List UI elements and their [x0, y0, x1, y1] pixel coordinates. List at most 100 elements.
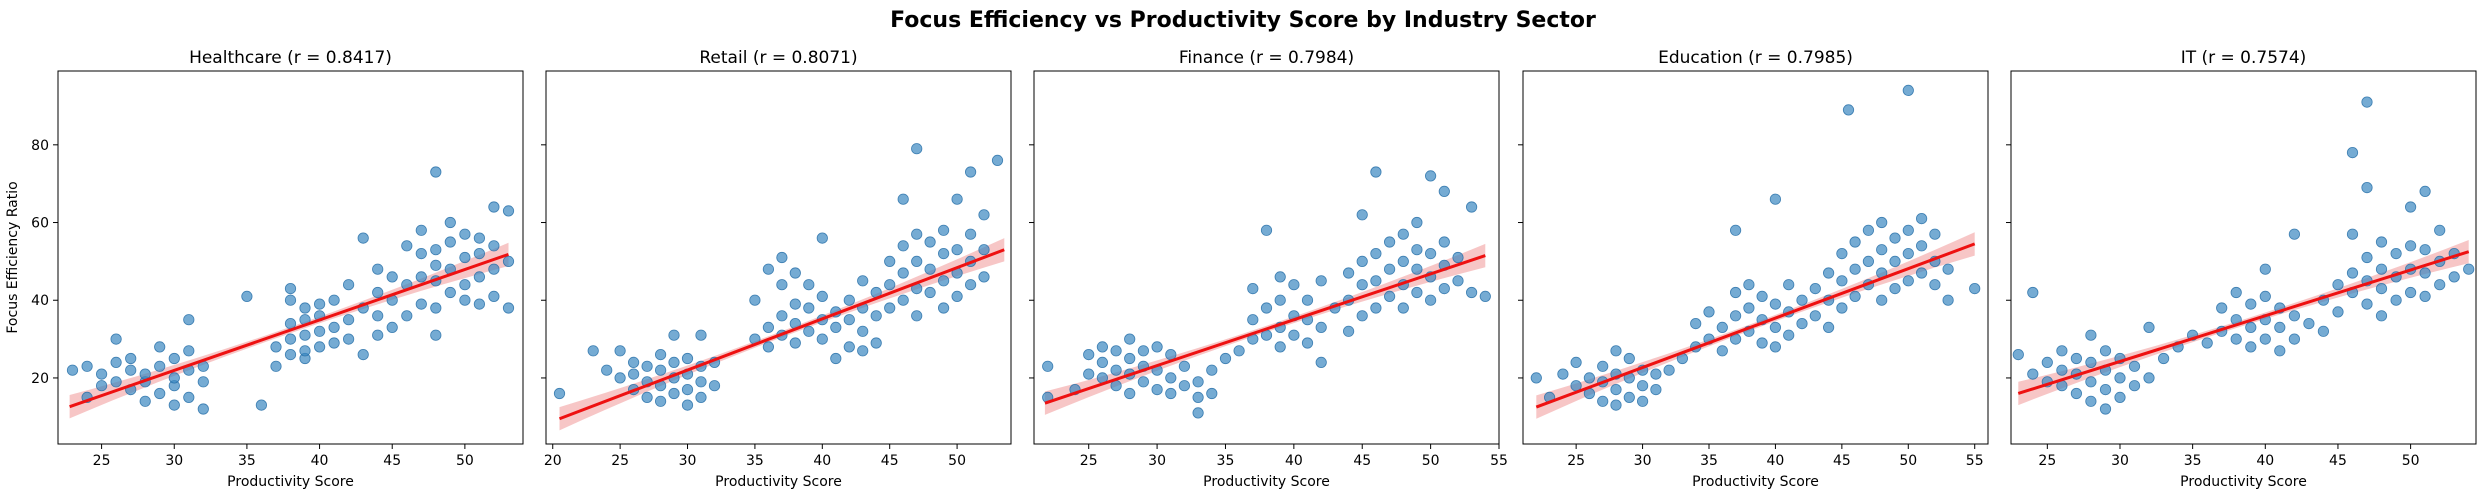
data-point — [641, 360, 653, 372]
data-point — [459, 279, 471, 291]
data-point — [951, 193, 963, 205]
scatter-points — [1530, 84, 1981, 411]
data-point — [1916, 240, 1928, 252]
data-point — [1260, 302, 1273, 314]
data-point — [1301, 294, 1314, 306]
data-point — [1796, 294, 1808, 306]
data-point — [1889, 255, 1901, 267]
data-point — [964, 279, 977, 291]
data-point — [2041, 356, 2053, 368]
x-tick-label: 25 — [611, 453, 629, 469]
data-point — [430, 244, 442, 256]
data-point — [1823, 267, 1835, 279]
data-point — [789, 298, 801, 310]
data-point — [1942, 294, 1954, 306]
data-point — [1165, 387, 1177, 400]
data-point — [1466, 201, 1478, 213]
data-point — [125, 364, 137, 376]
data-point — [2346, 147, 2359, 159]
x-axis-label: Productivity Score — [715, 474, 842, 490]
data-point — [284, 333, 297, 345]
data-point — [1452, 275, 1464, 287]
data-point — [897, 294, 909, 306]
data-point — [502, 302, 515, 314]
data-point — [1836, 275, 1848, 287]
data-point — [951, 244, 963, 256]
data-point — [1343, 325, 1355, 337]
x-tick-label: 45 — [383, 453, 401, 469]
x-tick-label: 20 — [544, 453, 562, 469]
x-tick-label: 45 — [881, 453, 899, 469]
data-point — [444, 286, 456, 299]
data-point — [2419, 290, 2431, 302]
data-point — [1849, 236, 1861, 248]
data-point — [415, 298, 427, 310]
data-point — [1343, 267, 1355, 279]
data-point — [964, 228, 977, 240]
data-point — [430, 302, 442, 314]
data-point — [1730, 310, 1742, 322]
plot-frame — [1522, 70, 1989, 445]
x-tick-label: 25 — [2038, 453, 2056, 469]
data-point — [183, 391, 195, 403]
data-point — [197, 376, 209, 388]
data-point — [2143, 372, 2155, 384]
data-point — [2375, 263, 2388, 275]
data-point — [96, 380, 108, 392]
data-point — [342, 279, 355, 291]
data-point — [1233, 345, 1245, 357]
data-point — [2288, 333, 2300, 345]
data-point — [911, 143, 923, 155]
data-point — [1274, 294, 1286, 306]
data-point — [897, 240, 909, 252]
data-point — [1411, 216, 1423, 229]
data-point — [473, 298, 485, 310]
data-point — [762, 341, 775, 353]
x-axis-label: Productivity Score — [227, 474, 354, 490]
x-tick-label: 30 — [1148, 453, 1166, 469]
data-point — [1137, 345, 1150, 357]
data-point — [2128, 380, 2141, 392]
data-point — [1823, 321, 1835, 333]
data-point — [1610, 399, 1622, 411]
data-point — [168, 352, 180, 365]
data-point — [1809, 310, 1821, 322]
x-axis-label: Productivity Score — [1692, 474, 1819, 490]
data-point — [1743, 302, 1755, 314]
data-point — [749, 294, 761, 306]
data-point — [1192, 376, 1204, 388]
data-point — [668, 387, 680, 400]
data-point — [911, 310, 923, 322]
data-point — [1274, 341, 1286, 353]
data-point — [614, 372, 626, 384]
data-point — [357, 232, 369, 244]
data-point — [1902, 84, 1914, 97]
regression-line — [558, 248, 1005, 421]
data-point — [1438, 282, 1450, 295]
data-point — [1165, 372, 1177, 384]
data-point — [2027, 286, 2039, 299]
data-point — [2332, 306, 2344, 318]
data-point — [1756, 290, 1768, 302]
data-point — [803, 279, 815, 291]
data-point — [1969, 282, 1981, 295]
data-point — [1716, 321, 1728, 333]
data-point — [386, 321, 398, 333]
data-point — [2390, 294, 2402, 306]
scatter-points — [1042, 166, 1491, 419]
data-point — [951, 290, 963, 302]
data-point — [357, 348, 369, 361]
data-point — [2245, 341, 2257, 353]
data-point — [2056, 364, 2068, 376]
data-point — [270, 341, 282, 353]
data-point — [830, 321, 842, 333]
data-point — [2419, 185, 2431, 197]
data-point — [1570, 356, 1582, 368]
data-point — [1902, 275, 1914, 287]
data-point — [2070, 352, 2082, 365]
x-tick-label: 25 — [1080, 453, 1098, 469]
data-point — [241, 290, 253, 302]
data-point — [857, 325, 869, 337]
x-tick-label: 35 — [238, 453, 256, 469]
panel-title: Education (r = 0.7985) — [1658, 48, 1853, 68]
